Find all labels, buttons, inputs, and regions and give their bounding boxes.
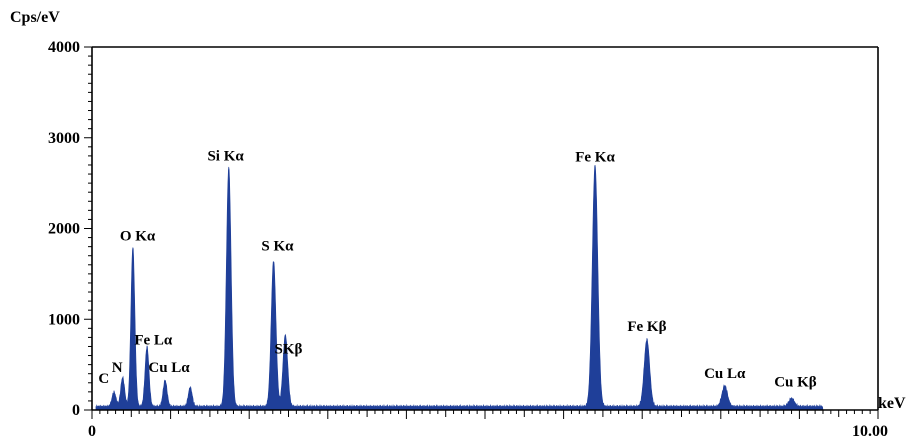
y-tick-label: 3000: [48, 130, 80, 147]
peak-label: Fe Kβ: [627, 319, 666, 335]
spectrum-area: [95, 164, 824, 411]
peak-label: S Kα: [261, 238, 294, 254]
peak-label: Si Kα: [207, 148, 244, 164]
peak-label: N: [112, 360, 123, 376]
y-tick-label: 1000: [48, 311, 80, 328]
x-tick-label: 0: [88, 423, 96, 436]
peak-label: Cu Lα: [704, 366, 746, 382]
peak-label: Fe Kα: [575, 149, 615, 165]
x-tick-label: 10.00: [852, 423, 888, 436]
peak-label: O Kα: [120, 228, 156, 244]
peak-label: C: [98, 371, 109, 387]
y-axis-label: Cps/eV: [10, 9, 60, 26]
peak-label: Fe Lα: [134, 333, 173, 349]
y-tick-label: 0: [72, 402, 80, 419]
y-tick-label: 2000: [48, 221, 80, 238]
peak-label: SKβ: [275, 342, 303, 358]
peak-label: Cu Lα: [148, 360, 190, 376]
y-tick-label: 4000: [48, 39, 80, 56]
x-axis-label: keV: [878, 395, 906, 412]
peak-label: Cu Kβ: [774, 374, 817, 390]
plot-area: 0 1000 2000 3000 4000 0 10.00 CN O Kα Fe Lα Cu Lα S…: [48, 39, 888, 436]
